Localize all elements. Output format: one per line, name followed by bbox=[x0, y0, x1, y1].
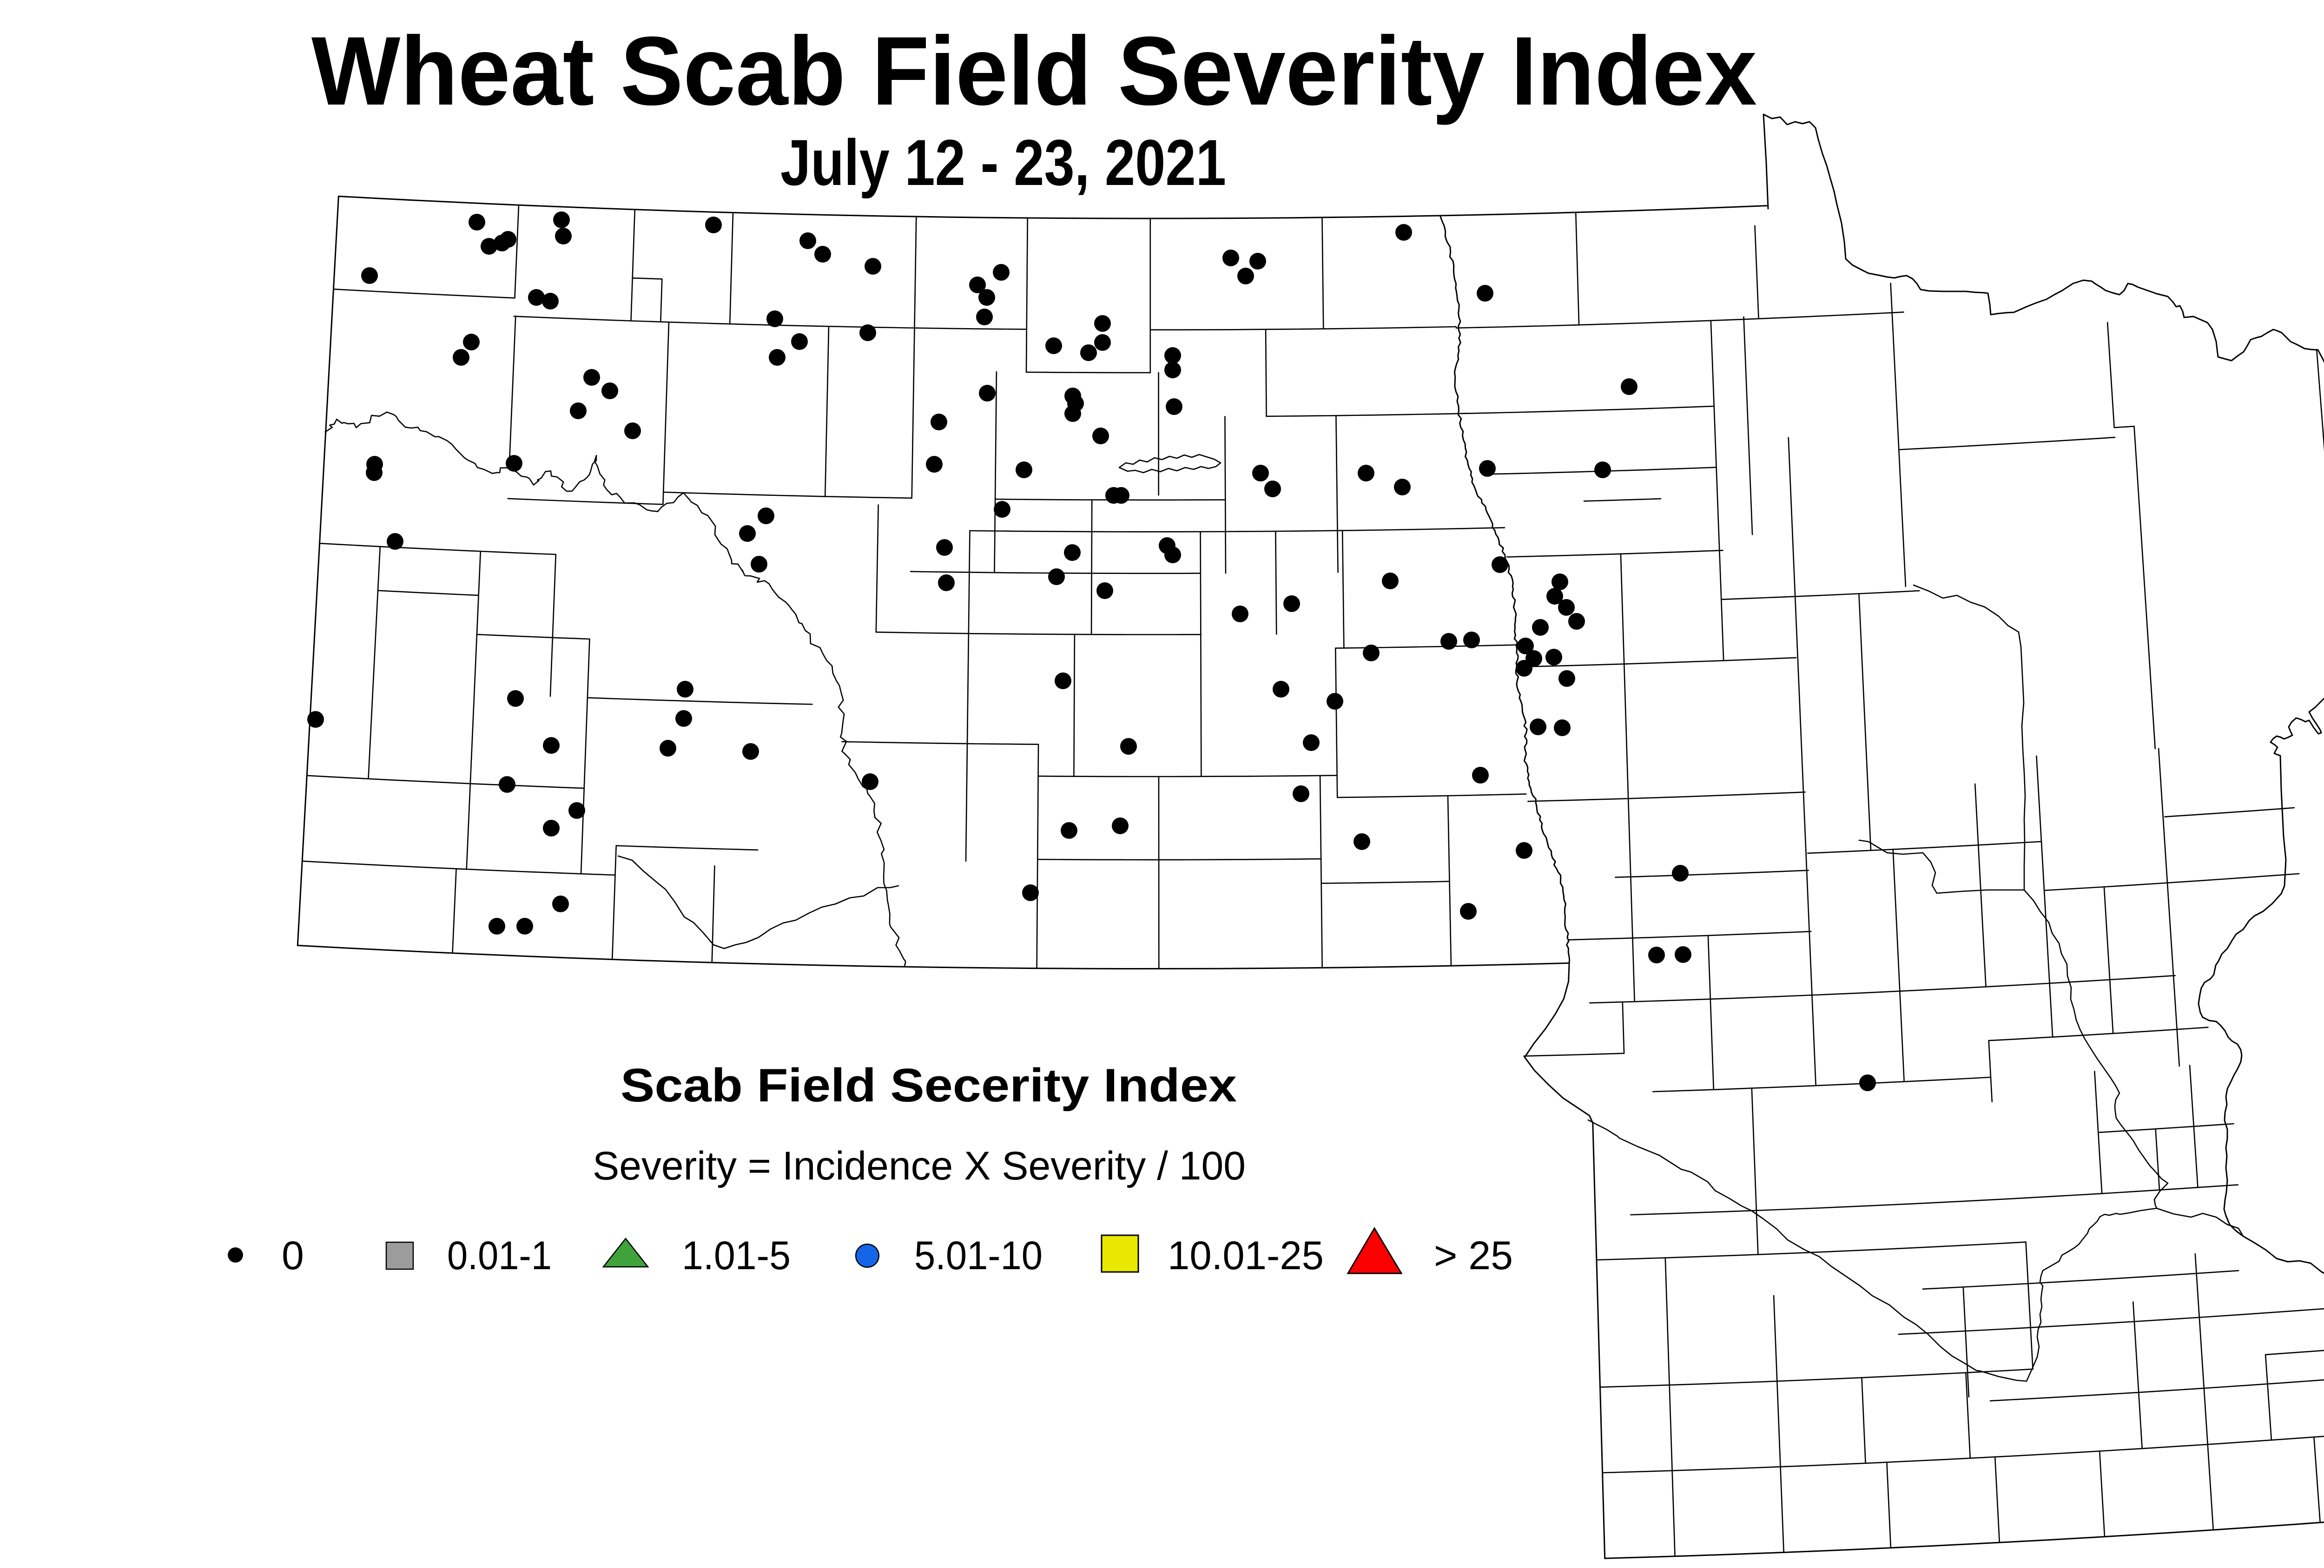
svg-text:1.01-5: 1.01-5 bbox=[682, 1233, 791, 1278]
svg-text:0: 0 bbox=[282, 1233, 304, 1278]
svg-text:> 25: > 25 bbox=[1434, 1233, 1513, 1278]
svg-text:0.01-1: 0.01-1 bbox=[447, 1233, 552, 1278]
svg-text:Wheat Scab Field Severity Inde: Wheat Scab Field Severity Index bbox=[311, 16, 1757, 125]
svg-text:10.01-25: 10.01-25 bbox=[1168, 1233, 1324, 1278]
svg-text:Severity = Incidence X Severit: Severity = Incidence X Severity / 100 bbox=[593, 1144, 1246, 1188]
svg-text:Scab Field Secerity Index: Scab Field Secerity Index bbox=[621, 1060, 1237, 1112]
svg-text:July 12 - 23, 2021: July 12 - 23, 2021 bbox=[780, 126, 1226, 199]
svg-text:5.01-10: 5.01-10 bbox=[914, 1233, 1043, 1278]
